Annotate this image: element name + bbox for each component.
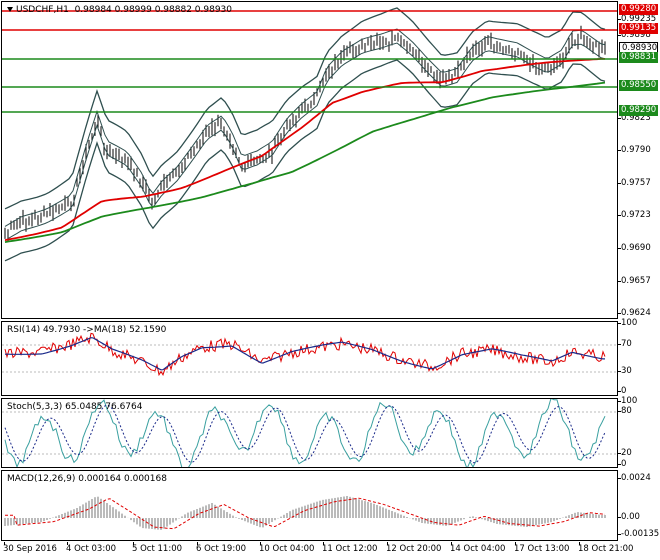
stochastic-tick-label: 100 — [617, 396, 638, 406]
macd-canvas[interactable] — [2, 471, 618, 541]
price-level-label: 0.99280 — [619, 4, 658, 15]
rsi-pane[interactable]: RSI(14) 49.7930 ->MA(18) 52.1590 — [1, 321, 618, 396]
time-tick-label: 11 Oct 12:00 — [322, 544, 378, 554]
time-tick-label: 5 Oct 11:00 — [132, 544, 183, 554]
time-tick-label: 14 Oct 04:00 — [450, 544, 506, 554]
time-tick — [515, 542, 516, 545]
price-tick-label: 0.9823 — [618, 113, 651, 123]
time-tick-label: 30 Sep 2016 — [3, 544, 57, 554]
macd-tick-label: 0.0024 — [618, 473, 651, 483]
stochastic-tick-label: 20 — [618, 448, 632, 458]
price-chart-canvas[interactable] — [2, 2, 618, 319]
rsi-label: RSI(14) 49.7930 ->MA(18) 52.1590 — [7, 325, 167, 335]
symbol-label: USDCHF,H1 — [16, 5, 69, 15]
rsi-tick-label: 30 — [618, 366, 632, 376]
stochastic-tick-label: 80 — [618, 406, 632, 416]
price-level-label: 0.99135 — [619, 23, 658, 34]
symbol-header: USDCHF,H1 0.98984 0.98999 0.98882 0.9893… — [7, 5, 232, 15]
time-tick-label: 10 Oct 04:00 — [259, 544, 315, 554]
price-tick-label: 0.9898 — [618, 30, 651, 40]
stochastic-d-line — [4, 404, 606, 464]
stochastic-pane[interactable]: Stoch(5,3,3) 65.0485 76.6764 — [1, 398, 618, 468]
macd-tick-label: -0.00135 — [617, 529, 660, 539]
macd-tick-label: 0.00 — [618, 512, 640, 522]
envelope-upper — [4, 28, 606, 227]
stochastic-axis: 100 80 20 0 — [617, 396, 660, 469]
price-axis: 0.99235 0.9898 0.9823 0.9790 0.9757 0.9723 0.9… — [617, 0, 660, 320]
rsi-ma-line — [5, 337, 605, 371]
stochastic-tick-label: 0 — [617, 459, 627, 469]
time-tick-label: 4 Oct 03:00 — [66, 544, 117, 554]
rsi-tick-label: 0 — [617, 386, 627, 396]
price-chart-pane[interactable]: USDCHF,H1 0.98984 0.98999 0.98882 0.9893… — [1, 1, 618, 319]
time-tick — [4, 542, 5, 545]
time-tick-label: 17 Oct 13:00 — [514, 544, 570, 554]
rsi-axis: 100 70 30 0 — [617, 318, 660, 396]
price-tick-label: 0.99235 — [617, 14, 657, 24]
envelope-lower — [4, 42, 606, 241]
time-tick-label: 6 Oct 19:00 — [196, 544, 247, 554]
stochastic-canvas[interactable] — [2, 399, 618, 468]
price-tick-label: 0.9790 — [618, 145, 651, 155]
time-tick — [133, 542, 134, 545]
macd-histogram — [4, 496, 606, 530]
macd-signal-line — [5, 497, 606, 530]
price-level-label: 0.98831 — [619, 52, 658, 63]
bollinger-lower — [4, 59, 606, 262]
time-tick — [387, 542, 388, 545]
rsi-canvas[interactable] — [2, 322, 618, 396]
price-tick-label: 0.9690 — [618, 243, 651, 253]
macd-axis: 0.0024 0.00 -0.00135 — [617, 470, 660, 541]
price-tick-label: 0.9723 — [618, 210, 651, 220]
ohlc-values: 0.98984 0.98999 0.98882 0.98930 — [74, 5, 233, 15]
stochastic-label: Stoch(5,3,3) 65.0485 76.6764 — [7, 402, 143, 412]
dropdown-triangle-icon[interactable] — [7, 7, 13, 12]
time-tick — [579, 542, 580, 545]
bollinger-upper — [4, 7, 606, 210]
rsi-tick-label: 100 — [617, 318, 638, 328]
time-tick — [451, 542, 452, 545]
time-tick-label: 12 Oct 20:00 — [386, 544, 442, 554]
time-tick — [260, 542, 261, 545]
price-tick-label: 0.9657 — [618, 276, 651, 286]
ma-red-line — [4, 58, 605, 241]
time-axis: 30 Sep 2016 4 Oct 03:00 5 Oct 11:00 6 Oct 1… — [0, 542, 660, 560]
price-level-label: 0.98290 — [619, 105, 658, 116]
time-tick — [323, 542, 324, 545]
candles-group — [4, 25, 606, 242]
time-tick-label: 18 Oct 21:00 — [578, 544, 634, 554]
price-level-label: 0.98550 — [619, 80, 658, 91]
macd-pane[interactable]: MACD(12,26,9) 0.000164 0.000168 — [1, 470, 618, 541]
price-tick-label: 0.9757 — [618, 178, 651, 188]
rsi-tick-label: 70 — [618, 339, 632, 349]
macd-label: MACD(12,26,9) 0.000164 0.000168 — [7, 474, 167, 484]
price-tick-label: 0.9624 — [618, 308, 651, 318]
ma-green-line — [4, 81, 606, 243]
time-tick — [67, 542, 68, 545]
time-tick — [197, 542, 198, 545]
